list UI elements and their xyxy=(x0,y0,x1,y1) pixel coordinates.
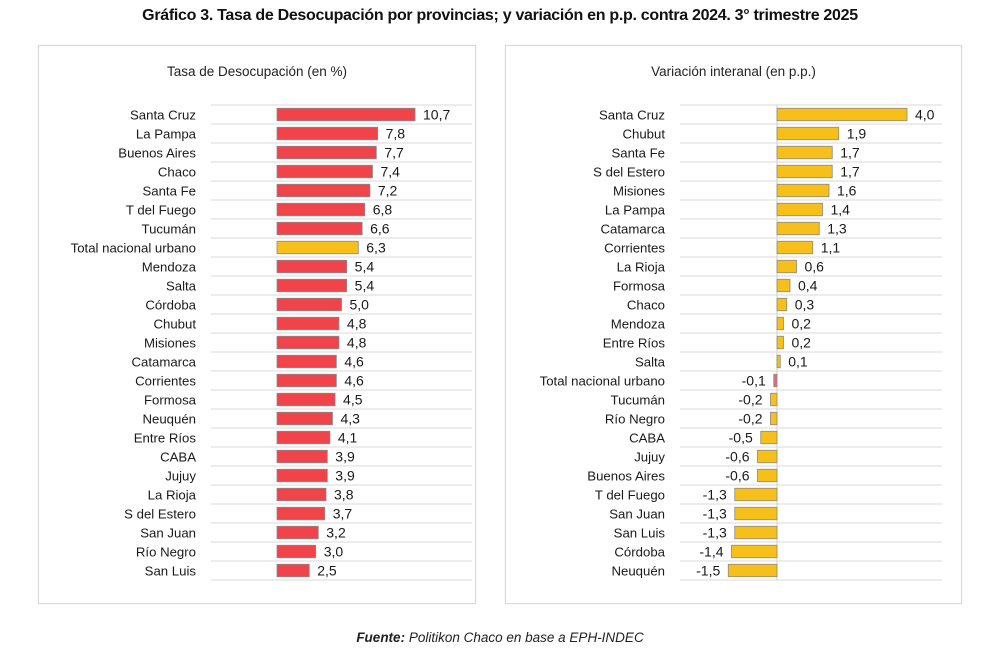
unemployment-rate-panel: Tasa de Desocupación (en %) xyxy=(38,45,476,604)
chart-main-title: Gráfico 3. Tasa de Desocupación por prov… xyxy=(142,7,858,24)
source-note: Fuente: Politikon Chaco en base a EPH-IN… xyxy=(0,630,1000,645)
yoy-variation-title: Variación interanal (en p.p.) xyxy=(651,64,816,79)
source-label: Fuente: xyxy=(356,630,406,645)
unemployment-rate-title: Tasa de Desocupación (en %) xyxy=(166,64,348,79)
source-text: Politikon Chaco en base a EPH-INDEC xyxy=(408,630,644,645)
yoy-variation-panel: Variación interanal (en p.p.) xyxy=(505,45,962,604)
